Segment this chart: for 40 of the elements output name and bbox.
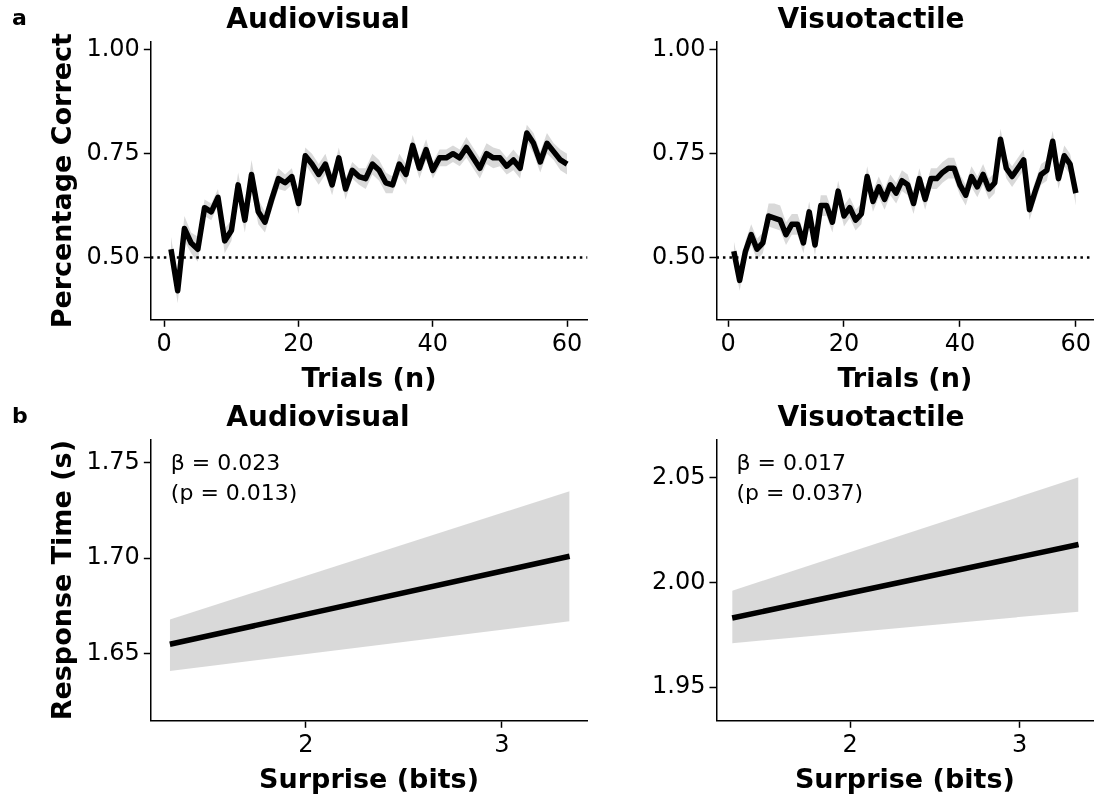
annotation: (p = 0.013) [170, 480, 298, 506]
chart-title: Audiovisual [226, 400, 410, 434]
x-tick-label: 40 [417, 329, 449, 358]
x-axis-title: Trials (n) [837, 361, 973, 393]
x-tick-label: 40 [944, 329, 976, 358]
y-tick-label: 1.70 [86, 542, 140, 571]
y-tick-label: 1.65 [86, 638, 140, 667]
y-tick-label: 1.00 [652, 34, 706, 63]
annotation: β = 0.017 [736, 450, 846, 476]
chart-title: Visuotactile [777, 400, 965, 434]
text: b [12, 402, 28, 428]
x-tick-label: 0 [156, 329, 172, 358]
y-axis-title: Response Time (s) [46, 440, 78, 721]
y-tick-label: 0.75 [86, 137, 140, 166]
chart-title: Visuotactile [777, 2, 965, 36]
x-tick-label: 2 [298, 730, 314, 759]
annotation: β = 0.023 [170, 450, 281, 476]
y-axis-title: Percentage Correct [46, 32, 78, 329]
x-tick-label: 20 [828, 329, 860, 358]
x-tick-label: 20 [283, 329, 314, 358]
x-tick-label: 0 [720, 329, 736, 358]
x-tick-label: 60 [1060, 329, 1092, 358]
x-tick-label: 3 [1011, 730, 1028, 759]
x-tick-label: 2 [842, 730, 858, 759]
x-axis-title: Surprise (bits) [794, 762, 1015, 794]
y-tick-label: 0.50 [86, 241, 140, 270]
text: a [12, 4, 27, 30]
y-tick-label: 0.75 [652, 137, 706, 166]
y-tick-label: 1.95 [652, 671, 706, 700]
chart-title: Audiovisual [226, 2, 410, 36]
y-tick-label: 1.75 [86, 446, 140, 475]
y-tick-label: 2.05 [652, 461, 706, 490]
annotation: (p = 0.037) [736, 480, 863, 506]
x-axis-title: Trials (n) [301, 361, 437, 393]
x-axis-title: Surprise (bits) [259, 762, 479, 794]
x-tick-label: 3 [494, 730, 510, 759]
y-tick-label: 0.50 [652, 241, 706, 270]
x-tick-label: 60 [551, 329, 583, 358]
y-tick-label: 1.00 [86, 34, 140, 63]
y-tick-label: 2.00 [652, 566, 706, 595]
